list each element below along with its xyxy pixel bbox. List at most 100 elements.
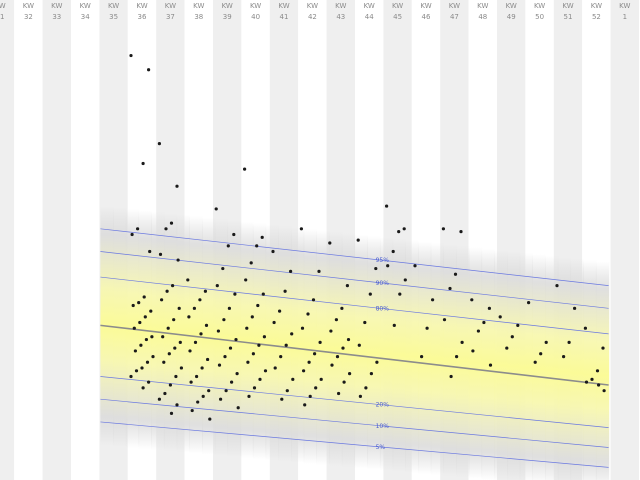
- data-point: [364, 386, 368, 390]
- data-point: [290, 332, 294, 336]
- data-point: [160, 298, 164, 302]
- data-point: [306, 312, 310, 316]
- data-point: [164, 227, 168, 231]
- band-fill-slice: [545, 255, 559, 480]
- data-point: [215, 284, 219, 288]
- percentile-line: [100, 276, 609, 335]
- week-prefix-label: KW: [562, 2, 573, 10]
- week-prefix-label: KW: [136, 2, 147, 10]
- week-prefix-label: KW: [449, 2, 460, 10]
- week-number-label: 49: [507, 13, 516, 21]
- week-prefix-label: KW: [222, 2, 233, 10]
- data-point: [228, 346, 233, 350]
- data-point: [544, 340, 548, 344]
- data-point: [150, 335, 154, 339]
- data-point: [272, 320, 276, 325]
- week-prefix-label: KW: [165, 2, 176, 10]
- data-point: [256, 303, 260, 308]
- data-point: [346, 337, 351, 342]
- data-point: [555, 284, 559, 288]
- data-point: [232, 232, 236, 237]
- data-point: [163, 391, 167, 396]
- data-point: [597, 383, 601, 387]
- data-point: [453, 272, 458, 276]
- data-point: [391, 249, 395, 254]
- band-fill-slice: [532, 254, 546, 480]
- data-point: [143, 315, 147, 319]
- band-fill-slice: [316, 230, 330, 466]
- data-point: [487, 306, 491, 310]
- data-point: [449, 374, 453, 379]
- data-point: [402, 227, 406, 231]
- week-number-label: 40: [251, 13, 260, 21]
- data-point: [527, 301, 531, 305]
- data-point: [167, 352, 171, 356]
- data-point: [392, 323, 396, 327]
- data-point: [175, 184, 179, 188]
- data-point: [187, 315, 191, 319]
- data-point: [234, 337, 238, 342]
- data-point: [244, 278, 248, 282]
- band-fill-slice: [405, 240, 419, 474]
- data-point: [250, 315, 254, 319]
- band-fill-slice: [557, 257, 572, 480]
- data-point: [207, 389, 211, 393]
- data-point: [459, 230, 463, 234]
- data-point: [329, 329, 333, 333]
- band-fill-slice: [214, 218, 229, 456]
- data-point: [193, 340, 198, 344]
- data-point: [235, 372, 239, 376]
- week-number-label: 43: [336, 13, 345, 21]
- week-prefix-label: KW: [51, 2, 62, 10]
- data-point: [230, 380, 234, 384]
- data-point: [342, 380, 346, 384]
- data-point: [263, 369, 268, 373]
- week-number-label: 46: [422, 13, 431, 21]
- data-points: [129, 53, 606, 421]
- data-point: [148, 249, 152, 254]
- data-point: [455, 355, 459, 359]
- data-point: [262, 335, 266, 339]
- data-point: [131, 303, 135, 308]
- data-point: [314, 386, 318, 390]
- data-point: [308, 394, 312, 398]
- data-point: [260, 235, 264, 239]
- data-point: [567, 340, 571, 344]
- data-point: [221, 266, 225, 271]
- data-point: [203, 289, 207, 293]
- data-point: [363, 320, 367, 325]
- week-column: [0, 0, 15, 480]
- week-number-label: 45: [393, 13, 402, 21]
- week-prefix-label: KW: [335, 2, 346, 10]
- data-point: [169, 411, 174, 415]
- data-point: [189, 380, 193, 384]
- band-fill-slice: [379, 237, 394, 471]
- data-point: [279, 355, 283, 359]
- band-fill-slice: [456, 245, 470, 478]
- band-fill-slice: [303, 228, 317, 464]
- week-column: [610, 0, 639, 480]
- data-point: [141, 161, 145, 166]
- data-point: [273, 366, 277, 370]
- data-point: [595, 369, 600, 373]
- data-point: [217, 363, 222, 367]
- week-prefix-label: KW: [364, 2, 375, 10]
- data-point: [141, 386, 145, 390]
- data-point: [398, 292, 402, 296]
- data-point: [257, 343, 261, 347]
- data-point: [251, 352, 255, 356]
- week-column: [42, 0, 71, 480]
- data-point: [243, 167, 247, 171]
- data-point: [157, 397, 161, 401]
- data-point: [442, 318, 447, 322]
- week-number-label: 44: [365, 13, 374, 21]
- band-fill-slice: [468, 247, 483, 479]
- data-point: [201, 394, 205, 398]
- week-prefix-label: KW: [534, 2, 545, 10]
- data-point: [208, 417, 212, 421]
- band-fill-slice: [481, 248, 495, 480]
- data-point: [460, 340, 464, 344]
- week-number-label: 48: [478, 13, 487, 21]
- data-point: [176, 258, 180, 262]
- data-point: [175, 403, 179, 407]
